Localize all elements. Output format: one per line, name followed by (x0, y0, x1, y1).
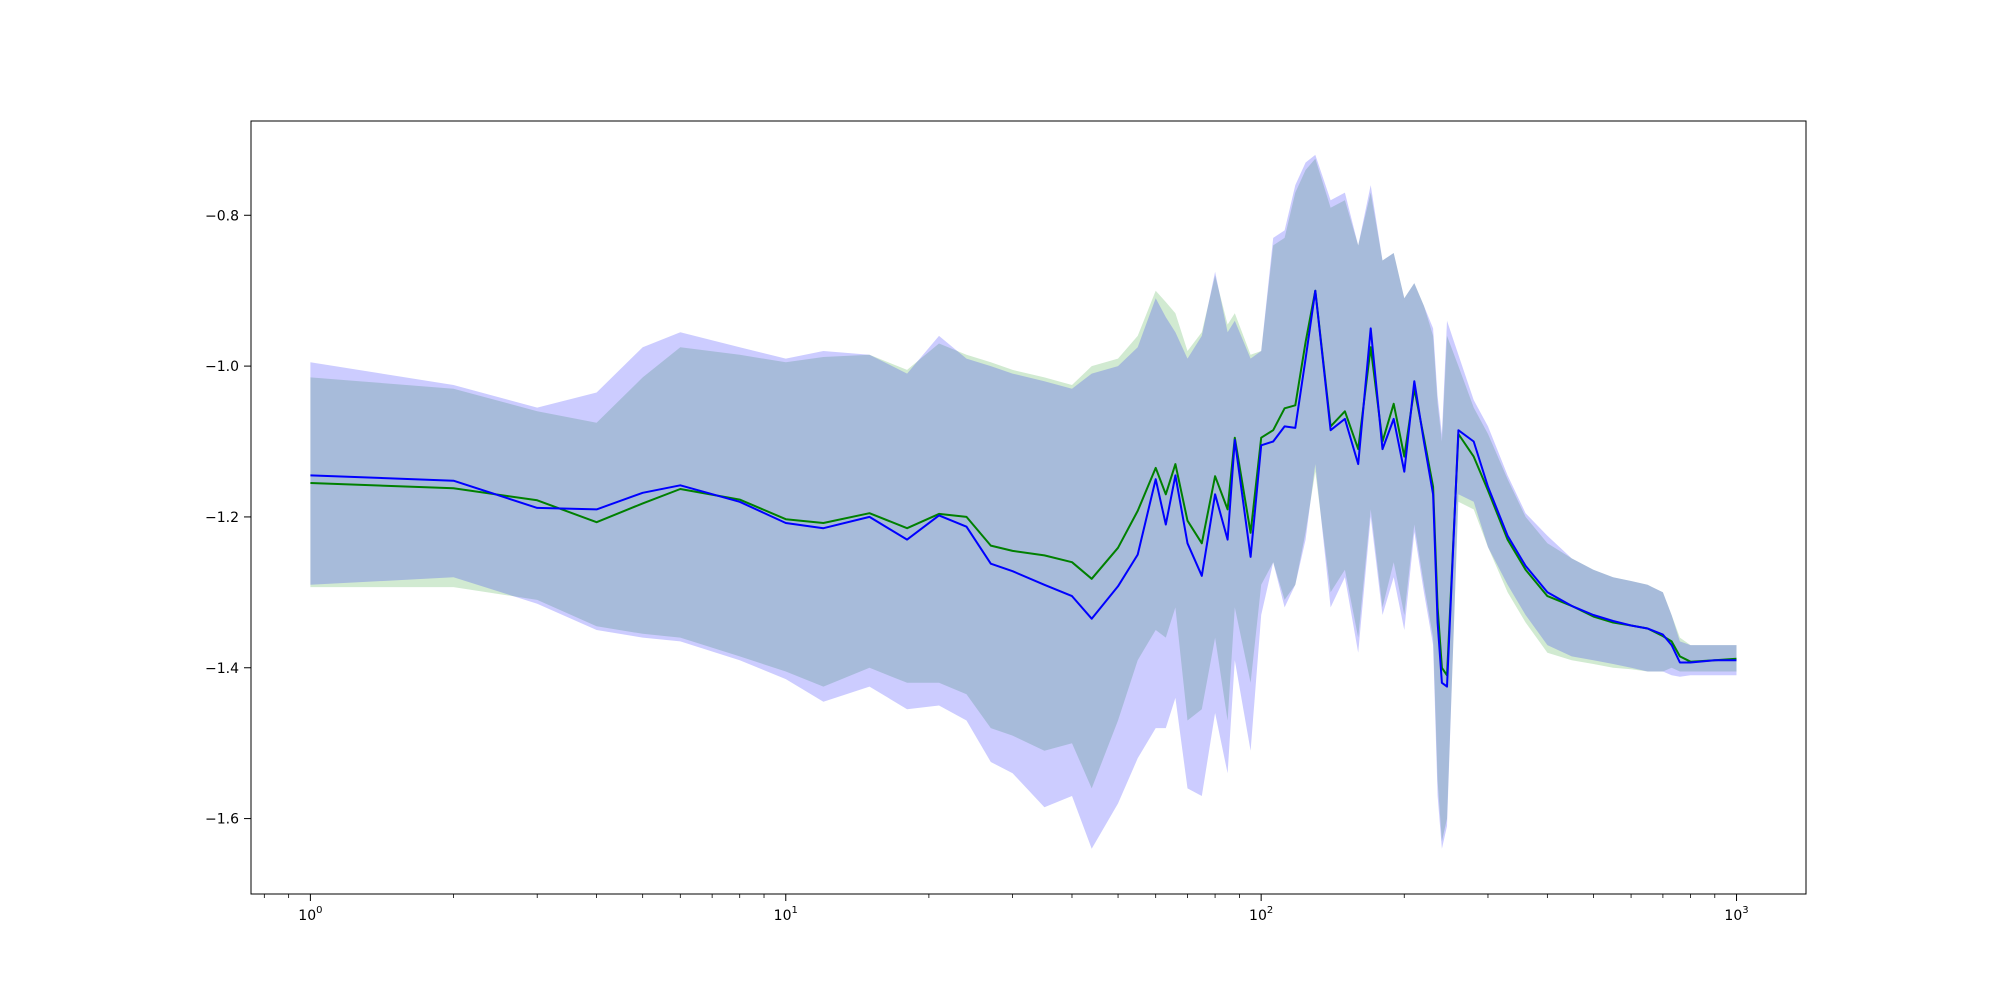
confidence-bands (310, 154, 1737, 849)
x-tick-label: 103 (1724, 905, 1748, 924)
confidence-band-1 (310, 158, 1737, 842)
x-tick-label: 102 (1249, 905, 1273, 924)
y-tick-label: −0.8 (205, 208, 239, 224)
y-tick-label: −1.0 (205, 359, 239, 375)
y-tick-label: −1.2 (205, 510, 239, 526)
y-tick-label: −1.6 (205, 812, 239, 828)
x-tick-label: 101 (774, 905, 798, 924)
series-line-2 (310, 289, 1737, 688)
series-lines (310, 289, 1737, 688)
confidence-band-2 (310, 154, 1737, 849)
plot-frame (250, 120, 1807, 895)
y-tick-label: −1.4 (205, 661, 239, 677)
x-tick-label: 100 (298, 905, 322, 924)
series-line-1 (310, 289, 1737, 677)
axis-ticks: 100 101 102 103 −0.8 −1.0 −1.2 −1.4 −1.6 (205, 208, 1749, 924)
